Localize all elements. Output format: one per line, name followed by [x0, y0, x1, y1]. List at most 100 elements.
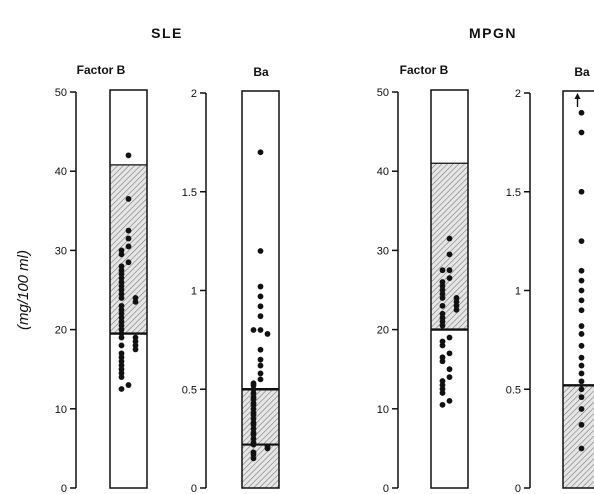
data-point [453, 306, 460, 313]
data-point [125, 152, 132, 159]
data-point [439, 390, 446, 396]
data-point [578, 378, 585, 385]
normal-range-band [563, 385, 594, 488]
data-point [118, 374, 125, 381]
y-tick-label: 20 [377, 325, 389, 337]
data-point [132, 346, 139, 353]
data-point [578, 267, 585, 274]
data-point [250, 455, 257, 462]
data-point [257, 313, 264, 320]
data-point [578, 342, 585, 349]
data-point [578, 109, 585, 116]
column-frame [109, 89, 148, 489]
data-point [118, 386, 125, 392]
data-point [125, 235, 132, 242]
y-axis-label: (mg/100 ml) [15, 250, 32, 330]
column-frame [430, 89, 469, 489]
data-point [446, 275, 453, 282]
y-tick-label: 1 [191, 286, 197, 298]
data-point [439, 267, 446, 274]
data-point [578, 445, 585, 452]
y-tick-label: 30 [377, 245, 389, 257]
y-tick-label: 50 [55, 87, 67, 99]
data-point [578, 394, 585, 401]
data-point [118, 342, 125, 349]
data-point [257, 362, 264, 369]
data-point [446, 267, 453, 274]
y-tick-label: 0.5 [506, 384, 521, 396]
data-point [125, 259, 132, 266]
data-point [257, 303, 264, 310]
y-tick-label: 40 [377, 166, 389, 178]
panel-title-sle-ba: Ba [253, 65, 269, 79]
data-point [439, 342, 446, 349]
data-point [257, 149, 264, 156]
data-point [118, 295, 125, 301]
data-point [257, 248, 264, 254]
panel-title-mpgn-factor-b: Factor B [400, 63, 449, 77]
y-tick-label: 0.5 [182, 384, 197, 396]
y-tick-label: 40 [55, 166, 67, 178]
data-point [578, 287, 585, 294]
data-point [250, 327, 257, 333]
data-point [578, 354, 585, 361]
data-point [439, 322, 446, 329]
y-tick-label: 0 [191, 483, 197, 494]
normal-range-band [242, 389, 279, 488]
data-point [578, 421, 585, 428]
data-point [578, 386, 585, 393]
y-tick-label: 10 [55, 404, 67, 416]
data-point [446, 397, 453, 404]
y-tick-label: 20 [55, 325, 67, 337]
data-point [439, 302, 446, 309]
data-point [125, 196, 132, 202]
data-point [250, 441, 257, 448]
y-tick-label: 0 [383, 483, 389, 494]
data-point [446, 366, 453, 373]
data-point [446, 251, 453, 258]
panel-0: 0 10 20 30 40 50 [55, 87, 148, 494]
data-point [439, 401, 446, 408]
y-tick-label: 30 [55, 245, 67, 257]
data-point [446, 334, 453, 341]
y-tick-label: 1 [515, 286, 521, 298]
data-point [578, 129, 585, 136]
data-point [264, 331, 271, 337]
group-title-sle: SLE [151, 25, 183, 41]
data-point [257, 283, 264, 290]
y-tick-label: 0 [515, 483, 521, 494]
data-point [446, 350, 453, 357]
data-point [578, 297, 585, 304]
data-point [125, 227, 132, 234]
y-tick-label: 50 [377, 87, 389, 99]
data-point [578, 188, 585, 195]
data-point [578, 406, 585, 412]
data-point [125, 243, 132, 250]
data-point [439, 358, 446, 365]
data-point [257, 370, 264, 377]
panel-2: 0 10 20 30 40 50 [377, 87, 469, 494]
column-frame [241, 90, 280, 489]
panel-1: 0 0.5 1 1.5 2 [182, 88, 280, 494]
data-point [578, 307, 585, 314]
data-point [264, 445, 271, 452]
y-tick-label: 0 [61, 483, 67, 494]
y-tick-label: 1.5 [182, 187, 197, 199]
data-point [257, 376, 264, 383]
data-point [125, 382, 132, 388]
data-point [578, 277, 585, 284]
data-point [578, 362, 585, 369]
y-tick-label: 2 [191, 88, 197, 100]
data-point [446, 235, 453, 242]
data-point [446, 374, 453, 381]
data-point [578, 238, 585, 245]
y-tick-label: 2 [515, 88, 521, 100]
data-point [118, 251, 125, 258]
normal-range-band [431, 163, 468, 330]
data-point [578, 331, 585, 337]
column-frame [562, 90, 594, 489]
y-tick-label: 1.5 [506, 187, 521, 199]
data-point [132, 298, 139, 305]
